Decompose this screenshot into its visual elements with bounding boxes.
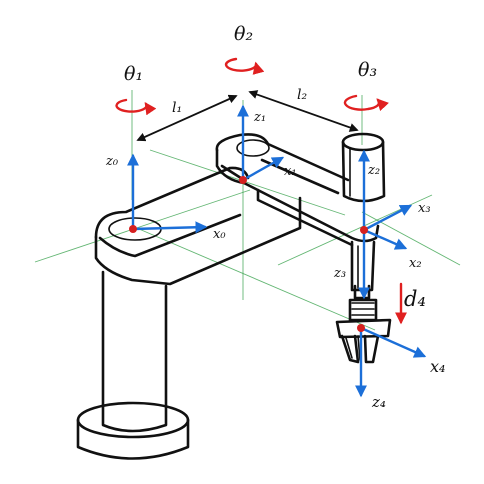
rotation-arrow-theta1 xyxy=(115,98,157,116)
label-x0: x₀ xyxy=(213,227,226,242)
x1-axis xyxy=(241,156,285,182)
x2-axis xyxy=(362,228,408,250)
label-z0: z₀ xyxy=(105,154,119,169)
joint-origin-0 xyxy=(129,225,137,233)
joint-origin-1 xyxy=(239,176,247,184)
label-theta1: θ₁ xyxy=(124,63,143,85)
label-x4: x₄ xyxy=(430,357,445,376)
joint-origin-4 xyxy=(357,324,365,332)
x0-axis xyxy=(131,221,208,234)
label-z2: z₂ xyxy=(367,163,380,178)
x4-axis xyxy=(359,326,427,358)
label-z4: z₄ xyxy=(371,393,386,411)
coordinate-axes xyxy=(127,104,427,398)
label-theta2: θ₂ xyxy=(234,23,253,45)
label-x3: x₃ xyxy=(418,201,431,216)
label-l2: l₂ xyxy=(297,87,307,103)
label-theta3: θ₃ xyxy=(358,59,377,81)
label-z1: z₁ xyxy=(253,110,266,125)
label-x2: x₂ xyxy=(409,256,422,271)
x3-axis xyxy=(362,204,413,232)
rotation-arrow-theta2 xyxy=(224,57,265,75)
label-d4: d₄ xyxy=(404,287,426,311)
construction-guides xyxy=(34,90,461,331)
robot-body xyxy=(76,132,392,460)
joint-origin-2 xyxy=(360,226,368,234)
link-dimensions xyxy=(136,90,359,142)
joint-origins xyxy=(129,176,368,332)
label-z3: z₃ xyxy=(333,266,346,281)
label-x1: x₁ xyxy=(284,164,297,179)
l1-dimension-line xyxy=(136,94,238,142)
label-l1: l₁ xyxy=(172,100,182,116)
l2-dimension-line xyxy=(248,90,359,132)
labels: θ₁ θ₂ θ₃ l₁ l₂ z₀ x₀ z₁ x₁ z₂ x₃ x₂ z₃ d… xyxy=(105,23,445,411)
